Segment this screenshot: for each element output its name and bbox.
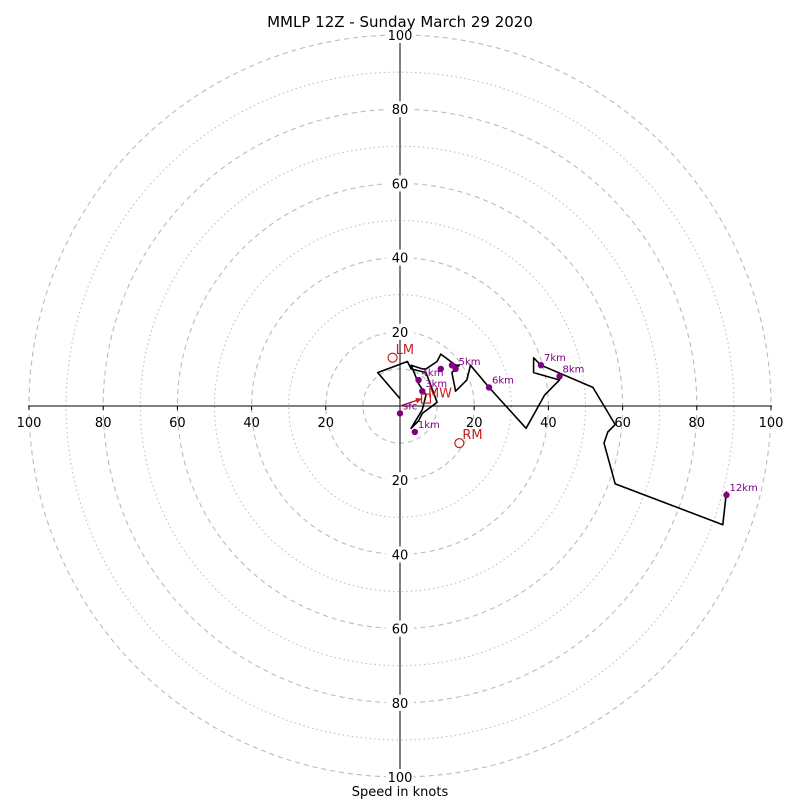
y-tick-bg [386,101,414,118]
y-tick-bg [386,620,414,637]
height-marker-label: 6km [492,375,514,386]
height-marker-label: 7km [544,353,566,364]
y-tick-label-bottom: 80 [392,697,409,712]
height-marker-label: 12km [729,483,757,494]
shear-vector-arrowhead [415,398,423,404]
height-marker-point [556,373,563,380]
x-tick-label-right: 60 [614,416,631,431]
left-mover-marker [387,352,398,363]
height-marker-point [419,387,426,395]
height-marker-label: 3km [425,379,447,390]
height-marker-label: 5km [459,357,481,368]
right-mover-marker [454,438,465,449]
left-mover-label: LM [396,343,414,358]
height-marker-label: 8km [563,364,585,375]
y-tick-label-bottom: 20 [392,474,409,489]
tick-labels: 100 100 100 100 80 80 80 80 60 60 60 60 40 40 40 40 20 20… [17,27,784,786]
height-marker-point [396,410,404,417]
x-tick-label-right: 40 [540,416,557,431]
y-tick-bg [386,694,414,711]
height-marker-point [411,428,419,436]
y-tick-label-top: 20 [392,326,409,341]
chart-title: MMLP 12Z - Sunday March 29 2020 [267,13,533,31]
x-tick-label-right: 80 [689,416,706,431]
y-tick-bg [386,249,414,266]
x-tick-label-left: 60 [169,416,186,431]
y-tick-label-top: 40 [392,252,409,267]
height-marker-point [485,384,493,391]
y-tick-bg [386,546,414,563]
x-axis-label: Speed in knots [352,785,449,800]
x-tick-label-left: 100 [17,416,42,431]
height-marker-label: sfc [403,401,417,412]
x-tick-label-right: 20 [466,416,483,431]
height-marker-label: 4km [422,368,444,379]
height-marker-point [723,491,730,499]
height-marker-point [537,361,545,369]
mean-wind-label: MW [428,387,452,402]
right-mover-label: RM [462,428,482,443]
x-tick-label-left: 80 [95,416,112,431]
y-tick-label-bottom: 100 [388,771,413,786]
y-tick-bg [386,769,414,785]
y-tick-label-top: 100 [388,29,413,44]
x-tick-label-left: 40 [243,416,260,431]
wind-trace [376,353,728,526]
x-tick-label-left: 20 [318,416,335,431]
y-tick-label-bottom: 40 [392,548,409,563]
height-marker-point [448,361,456,369]
y-tick-bg [386,27,414,43]
mean-wind-marker [420,393,432,404]
y-tick-bg [386,175,414,192]
y-tick-bg [386,472,414,489]
y-tick-label-top: 80 [392,103,409,118]
y-tick-label-top: 60 [392,177,409,192]
y-tick-bg [386,323,414,340]
y-tick-label-bottom: 60 [392,623,409,638]
storm-motion-markers: LM RM MW [387,343,483,449]
x-tick-label-right: 100 [759,416,784,431]
height-marker-label: 1km [418,420,440,431]
hodograph-line [376,353,728,526]
height-marker-point [437,365,445,373]
height-marker-point [415,376,422,384]
